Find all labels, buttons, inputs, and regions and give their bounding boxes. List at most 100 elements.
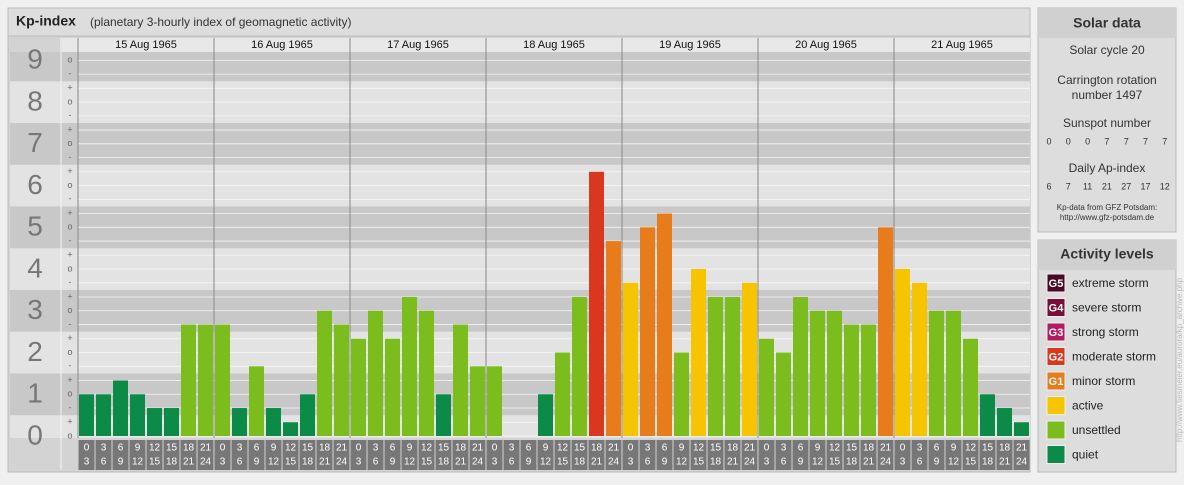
bar [827, 310, 842, 436]
hour-label: 18 [591, 443, 603, 454]
hour-label: 3 [237, 443, 243, 454]
hour-box [95, 440, 112, 470]
hour-label: 3 [509, 443, 515, 454]
hour-label: 9 [679, 443, 685, 454]
minor-tick-label: - [69, 68, 72, 78]
hour-box [826, 440, 843, 470]
hour-label: 21 [744, 443, 756, 454]
bar [606, 241, 621, 436]
bar [674, 352, 689, 436]
bar [1014, 422, 1029, 436]
hour-label: 15 [302, 443, 314, 454]
watermark: http://www.tiesmeier.eu/aurora/kp_archiv… [1175, 277, 1184, 442]
minor-tick-label: + [67, 417, 72, 427]
bar [232, 408, 247, 436]
bar [997, 408, 1012, 436]
hour-label: 18 [846, 457, 858, 468]
day-label: 15 Aug 1965 [115, 39, 177, 51]
hour-label: 18 [319, 443, 331, 454]
bar [589, 171, 604, 436]
minor-tick-label: + [67, 124, 72, 134]
hour-label: 15 [149, 457, 161, 468]
hour-label: 6 [509, 457, 515, 468]
hour-label: 24 [1016, 457, 1028, 468]
solar-header [1038, 8, 1176, 38]
hour-label: 18 [982, 457, 994, 468]
hour-label: 15 [438, 443, 450, 454]
sunspot-number: 0 [1066, 136, 1071, 146]
minor-tick-label: - [69, 361, 72, 371]
activity-header [1038, 240, 1176, 270]
hour-box [860, 440, 877, 470]
hour-box [503, 440, 520, 470]
bar [759, 338, 774, 436]
minor-tick-label: o [67, 389, 72, 399]
hour-label: 3 [645, 443, 651, 454]
bar [912, 282, 927, 436]
hour-label: 9 [951, 443, 957, 454]
bar [453, 324, 468, 436]
bar [164, 408, 179, 436]
level-swatch [1046, 445, 1066, 464]
minor-tick-label: + [67, 375, 72, 385]
hour-label: 21 [727, 457, 739, 468]
hour-label: 9 [815, 443, 821, 454]
bar [470, 366, 485, 436]
minor-tick-label: + [67, 166, 72, 176]
hour-label: 3 [492, 457, 498, 468]
level-label: minor storm [1072, 374, 1135, 388]
hour-label: 15 [982, 443, 994, 454]
hour-box [792, 440, 809, 470]
hour-box [758, 440, 775, 470]
bar [283, 422, 298, 436]
hour-label: 21 [880, 443, 892, 454]
level-swatch [1046, 347, 1066, 366]
bar [623, 282, 638, 436]
activity-title: Activity levels [1060, 246, 1154, 262]
hour-box [605, 440, 622, 470]
source-note: Kp-data from GFZ Potsdam: [1057, 203, 1157, 212]
hour-label: 24 [336, 457, 348, 468]
day-label: 17 Aug 1965 [387, 39, 449, 51]
hour-label: 18 [183, 443, 195, 454]
bar [946, 310, 961, 436]
carrington: Carrington rotation [1057, 73, 1156, 87]
hour-label: 9 [662, 457, 668, 468]
bar [555, 352, 570, 436]
hour-label: 0 [628, 443, 634, 454]
y-tick-label: 1 [27, 378, 43, 409]
hour-label: 15 [829, 457, 841, 468]
hour-box [588, 440, 605, 470]
hour-label: 24 [608, 457, 620, 468]
hour-label: 3 [764, 457, 770, 468]
bar [776, 352, 791, 436]
hour-label: 18 [302, 457, 314, 468]
hour-box [418, 440, 435, 470]
hour-label: 6 [237, 457, 243, 468]
hour-label: 24 [200, 457, 212, 468]
hour-label: 6 [781, 457, 787, 468]
sunspot-number: 0 [1085, 136, 1090, 146]
minor-tick-label: o [67, 347, 72, 357]
minor-tick-label: + [67, 208, 72, 218]
hour-label: 21 [183, 457, 195, 468]
minor-tick-label: o [67, 96, 72, 106]
hour-box [180, 440, 197, 470]
minor-tick-label: + [67, 250, 72, 260]
bar [215, 324, 230, 436]
hour-box [282, 440, 299, 470]
level-label: severe storm [1072, 301, 1141, 315]
hour-box [469, 440, 486, 470]
hour-label: 0 [220, 443, 226, 454]
hour-label: 6 [917, 457, 923, 468]
hour-label: 6 [101, 457, 107, 468]
minor-tick-label: - [69, 402, 72, 412]
bar [334, 324, 349, 436]
minor-tick-label: + [67, 291, 72, 301]
hour-box [435, 440, 452, 470]
bar [96, 394, 111, 436]
hour-label: 12 [948, 457, 960, 468]
hour-label: 3 [781, 443, 787, 454]
hour-box [809, 440, 826, 470]
hour-box [843, 440, 860, 470]
